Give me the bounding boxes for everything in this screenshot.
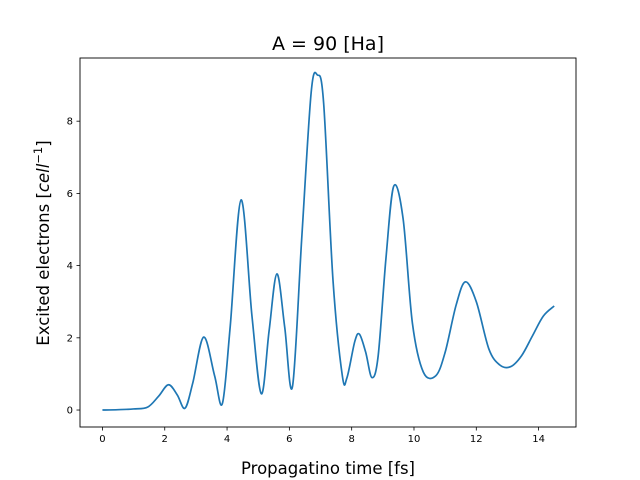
axes-frame	[79, 57, 577, 428]
y-tick-label: 4	[67, 261, 73, 272]
plot-area: 0 2 4 6 8 10 12 14 0 2 4 6 8	[67, 57, 577, 445]
x-tick-label: 14	[532, 434, 545, 445]
y-tick-label: 2	[67, 333, 73, 344]
y-axis-label-unit: cell	[34, 163, 53, 192]
x-tick-label: 6	[286, 434, 292, 445]
x-tick-label: 4	[224, 434, 230, 445]
y-axis-label-close: ]	[34, 140, 53, 146]
x-tick-label: 12	[470, 434, 483, 445]
x-axis-label: Propagatino time [fs]	[241, 459, 415, 478]
x-tick-label: 2	[162, 434, 168, 445]
x-tick-label: 10	[408, 434, 421, 445]
axis-ticks: 0 2 4 6 8 10 12 14 0 2 4 6 8	[67, 117, 545, 445]
y-axis-label-exponent: −1	[31, 147, 45, 164]
x-tick-label: 0	[99, 434, 105, 445]
y-tick-label: 8	[67, 117, 73, 128]
data-line	[102, 71, 555, 411]
chart-title: A = 90 [Ha]	[272, 33, 384, 55]
y-axis-label-main: Excited electrons [	[34, 192, 53, 346]
x-tick-label: 8	[348, 434, 354, 445]
y-tick-label: 6	[67, 189, 73, 200]
y-tick-label: 0	[67, 406, 73, 417]
y-axis-label: Excited electrons [cell−1]	[31, 140, 53, 345]
